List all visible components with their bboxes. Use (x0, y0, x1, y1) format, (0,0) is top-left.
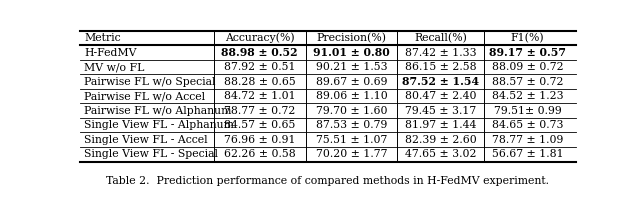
Text: Recall(%): Recall(%) (415, 33, 467, 43)
Text: 90.21 ± 1.53: 90.21 ± 1.53 (316, 62, 387, 72)
Text: Table 2.  Prediction performance of compared methods in H-FedMV experiment.: Table 2. Prediction performance of compa… (106, 176, 550, 186)
Text: Single View FL - Accel: Single View FL - Accel (84, 135, 207, 145)
Text: 88.57 ± 0.72: 88.57 ± 0.72 (492, 77, 563, 87)
Text: 82.39 ± 2.60: 82.39 ± 2.60 (405, 135, 477, 145)
Text: 81.97 ± 1.44: 81.97 ± 1.44 (405, 120, 477, 130)
Text: 86.15 ± 2.58: 86.15 ± 2.58 (405, 62, 477, 72)
Text: Single View FL - Alphanum: Single View FL - Alphanum (84, 120, 234, 130)
Text: 62.26 ± 0.58: 62.26 ± 0.58 (224, 149, 296, 159)
Text: 84.72 ± 1.01: 84.72 ± 1.01 (224, 91, 296, 101)
Text: 91.01 ± 0.80: 91.01 ± 0.80 (313, 47, 390, 58)
Text: 84.57 ± 0.65: 84.57 ± 0.65 (224, 120, 296, 130)
Text: 76.96 ± 0.91: 76.96 ± 0.91 (224, 135, 296, 145)
Text: 87.92 ± 0.51: 87.92 ± 0.51 (224, 62, 296, 72)
Text: 89.17 ± 0.57: 89.17 ± 0.57 (489, 47, 566, 58)
Text: 79.51± 0.99: 79.51± 0.99 (494, 106, 561, 116)
Text: Metric: Metric (84, 33, 120, 43)
Text: Pairwise FL w/o Accel: Pairwise FL w/o Accel (84, 91, 205, 101)
Text: Accuracy(%): Accuracy(%) (225, 33, 294, 43)
Text: F1(%): F1(%) (511, 33, 545, 43)
Text: Precision(%): Precision(%) (317, 33, 387, 43)
Text: 87.52 ± 1.54: 87.52 ± 1.54 (403, 76, 479, 87)
Text: MV w/o FL: MV w/o FL (84, 62, 145, 72)
Text: 56.67 ± 1.81: 56.67 ± 1.81 (492, 149, 563, 159)
Text: 70.20 ± 1.77: 70.20 ± 1.77 (316, 149, 387, 159)
Text: 89.67 ± 0.69: 89.67 ± 0.69 (316, 77, 387, 87)
Text: 79.70 ± 1.60: 79.70 ± 1.60 (316, 106, 387, 116)
Text: 89.06 ± 1.10: 89.06 ± 1.10 (316, 91, 387, 101)
Text: 88.28 ± 0.65: 88.28 ± 0.65 (224, 77, 296, 87)
Text: 88.09 ± 0.72: 88.09 ± 0.72 (492, 62, 563, 72)
Text: 84.65 ± 0.73: 84.65 ± 0.73 (492, 120, 563, 130)
Text: H-FedMV: H-FedMV (84, 48, 136, 58)
Text: Single View FL - Special: Single View FL - Special (84, 149, 218, 159)
Text: 87.53 ± 0.79: 87.53 ± 0.79 (316, 120, 387, 130)
Text: 78.77 ± 0.72: 78.77 ± 0.72 (224, 106, 296, 116)
Text: 80.47 ± 2.40: 80.47 ± 2.40 (405, 91, 477, 101)
Text: Pairwise FL w/o Special: Pairwise FL w/o Special (84, 77, 216, 87)
Text: 47.65 ± 3.02: 47.65 ± 3.02 (405, 149, 477, 159)
Text: 75.51 ± 1.07: 75.51 ± 1.07 (316, 135, 387, 145)
Text: 79.45 ± 3.17: 79.45 ± 3.17 (405, 106, 476, 116)
Text: Pairwise FL w/o Alphanum: Pairwise FL w/o Alphanum (84, 106, 231, 116)
Text: 78.77 ± 1.09: 78.77 ± 1.09 (492, 135, 563, 145)
Text: 84.52 ± 1.23: 84.52 ± 1.23 (492, 91, 563, 101)
Text: 88.98 ± 0.52: 88.98 ± 0.52 (221, 47, 298, 58)
Text: 87.42 ± 1.33: 87.42 ± 1.33 (405, 48, 477, 58)
